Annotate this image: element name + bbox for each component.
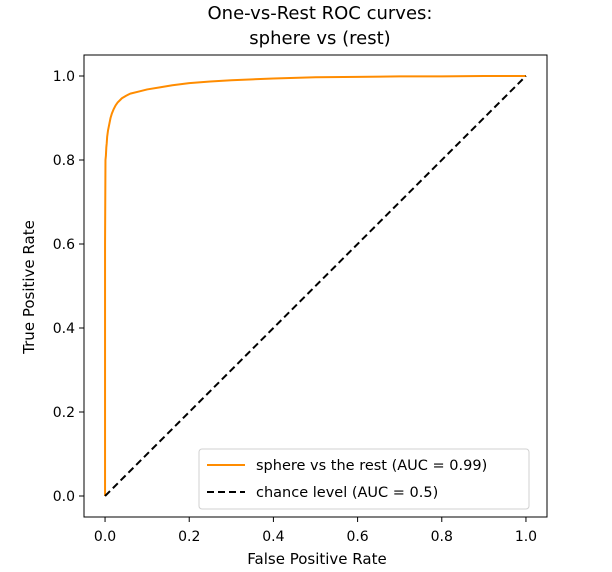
y-tick-label: 1.0	[53, 69, 75, 85]
y-tick-label: 0.4	[53, 321, 75, 337]
x-tick-label: 0.0	[94, 529, 116, 545]
chart-title-line-1: One-vs-Rest ROC curves:	[208, 3, 433, 24]
y-tick-label: 0.0	[53, 489, 75, 505]
chance-level-line	[104, 75, 527, 497]
legend: sphere vs the rest (AUC = 0.99) chance l…	[198, 448, 530, 510]
y-axis-label: True Positive Rate	[20, 220, 38, 355]
legend-label-chance: chance level (AUC = 0.5)	[256, 485, 438, 501]
y-tick-label: 0.6	[53, 237, 75, 253]
x-axis: 0.0 0.2 0.4 0.6 0.8 1.0	[94, 517, 537, 545]
x-tick-label: 0.4	[262, 529, 284, 545]
legend-box	[198, 448, 530, 510]
x-tick-label: 0.2	[178, 529, 200, 545]
series-layer	[104, 75, 527, 497]
y-axis: 0.0 0.2 0.4 0.6 0.8 1.0	[53, 69, 84, 505]
y-tick-label: 0.2	[53, 405, 75, 421]
y-tick-label: 0.8	[53, 153, 75, 169]
plot-area: 0.0 0.2 0.4 0.6 0.8 1.0 0.0 0.2 0.4 0.6 0.8 1.0	[53, 54, 548, 545]
chart-title-line-2: sphere vs (rest)	[249, 28, 390, 49]
roc-curve-line	[104, 75, 526, 496]
x-tick-label: 0.6	[346, 529, 368, 545]
legend-label-roc: sphere vs the rest (AUC = 0.99)	[256, 458, 487, 474]
x-tick-label: 0.8	[431, 529, 453, 545]
x-tick-label: 1.0	[515, 529, 537, 545]
x-axis-label: False Positive Rate	[247, 550, 386, 568]
plot-frame	[83, 54, 548, 518]
